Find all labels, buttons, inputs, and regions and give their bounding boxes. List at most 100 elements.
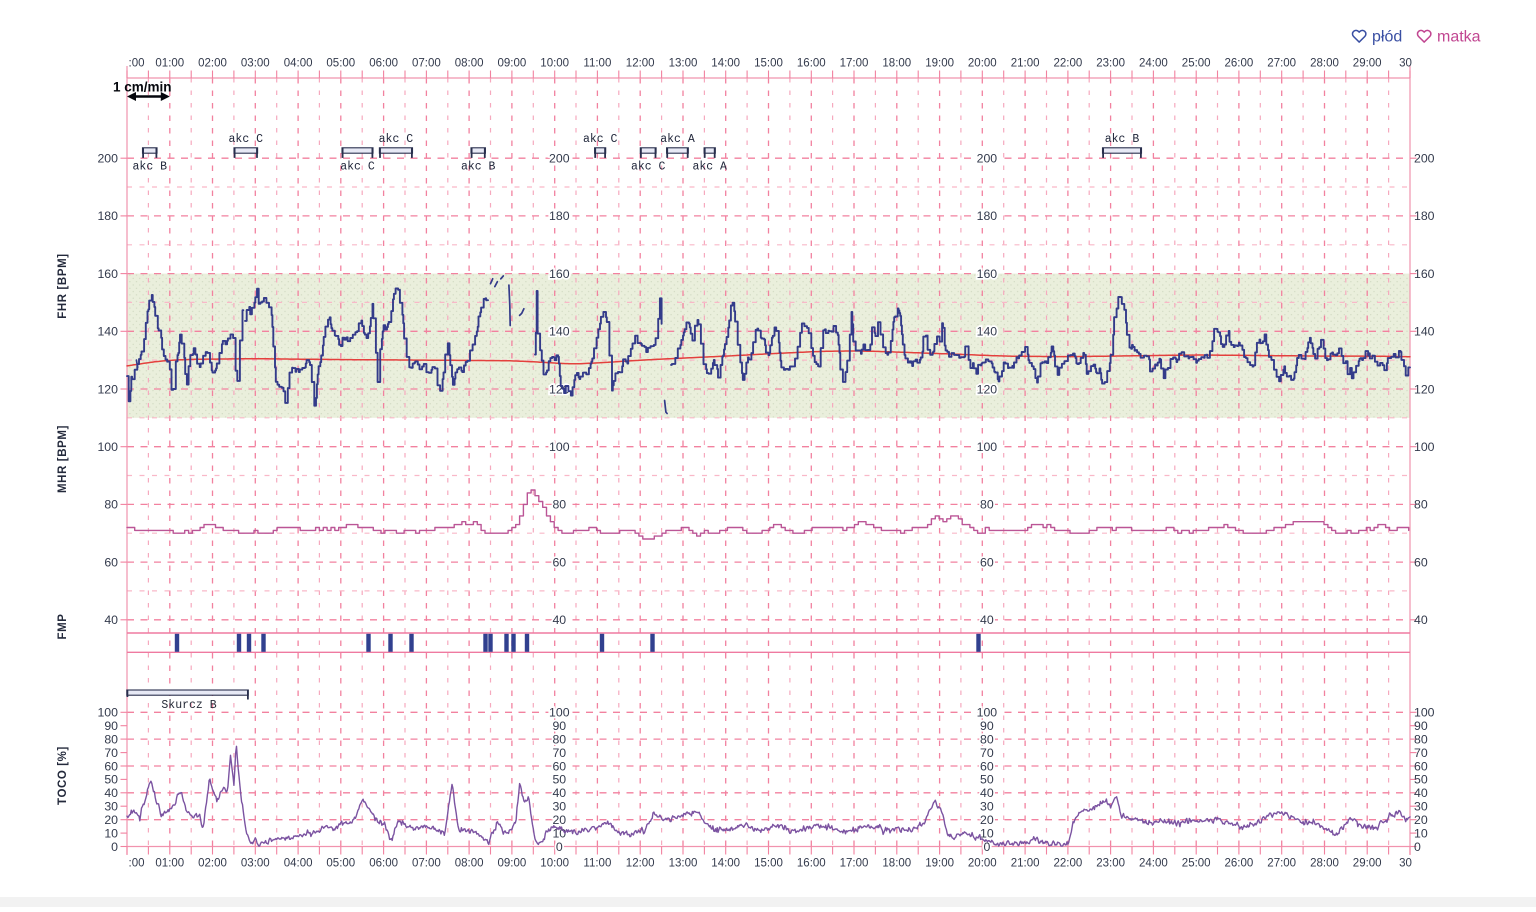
- svg-text:MHR [BPM]: MHR [BPM]: [57, 425, 69, 493]
- svg-text:akc C: akc C: [379, 133, 414, 146]
- svg-text:12:00: 12:00: [626, 58, 655, 70]
- svg-text:60: 60: [1414, 555, 1428, 569]
- svg-text:05:00: 05:00: [326, 858, 355, 870]
- svg-text:40: 40: [552, 786, 566, 800]
- svg-text:0: 0: [1414, 840, 1421, 854]
- svg-text:60: 60: [104, 759, 118, 773]
- svg-text:płód: płód: [1372, 29, 1402, 46]
- svg-text:21:00: 21:00: [1011, 58, 1040, 70]
- svg-text:50: 50: [980, 773, 994, 787]
- svg-text:01:00: 01:00: [155, 58, 184, 70]
- svg-text:160: 160: [97, 267, 118, 281]
- svg-text:04:00: 04:00: [284, 858, 313, 870]
- svg-text:0: 0: [111, 840, 118, 854]
- svg-text:60: 60: [1414, 759, 1428, 773]
- svg-text:80: 80: [104, 732, 118, 746]
- svg-text:180: 180: [549, 209, 570, 223]
- svg-text:0: 0: [983, 840, 990, 854]
- svg-text:11:00: 11:00: [583, 58, 611, 70]
- svg-text:14:00: 14:00: [711, 58, 740, 70]
- svg-text:70: 70: [980, 746, 994, 760]
- svg-text:200: 200: [977, 152, 998, 166]
- svg-text:40: 40: [980, 613, 994, 627]
- svg-text:1 cm/min: 1 cm/min: [113, 80, 172, 95]
- svg-text:28:00: 28:00: [1310, 858, 1339, 870]
- svg-text:13:00: 13:00: [669, 858, 698, 870]
- svg-text:80: 80: [980, 732, 994, 746]
- svg-text:21:00: 21:00: [1011, 858, 1040, 870]
- svg-text:40: 40: [1414, 786, 1428, 800]
- svg-text:29:00: 29:00: [1353, 58, 1382, 70]
- svg-text:FHR [BPM]: FHR [BPM]: [57, 253, 69, 318]
- svg-text:140: 140: [977, 325, 998, 339]
- svg-text:07:00: 07:00: [412, 58, 441, 70]
- svg-text:70: 70: [1414, 746, 1428, 760]
- svg-text:27:00: 27:00: [1267, 58, 1296, 70]
- svg-text:01:00: 01:00: [155, 858, 184, 870]
- svg-text:30: 30: [1399, 58, 1412, 70]
- svg-text:80: 80: [552, 732, 566, 746]
- svg-text:30: 30: [104, 800, 118, 814]
- svg-text:20: 20: [104, 813, 118, 827]
- svg-text:akc A: akc A: [692, 160, 727, 173]
- svg-text:15:00: 15:00: [754, 858, 783, 870]
- svg-text:100: 100: [97, 706, 118, 720]
- svg-text:180: 180: [97, 209, 118, 223]
- svg-text:akc B: akc B: [133, 160, 168, 173]
- svg-text:140: 140: [97, 325, 118, 339]
- svg-text:24:00: 24:00: [1139, 858, 1168, 870]
- svg-text:60: 60: [980, 759, 994, 773]
- svg-text:120: 120: [1414, 382, 1435, 396]
- svg-text:20:00: 20:00: [968, 58, 997, 70]
- svg-text:60: 60: [552, 759, 566, 773]
- svg-text:100: 100: [97, 440, 118, 454]
- svg-text:90: 90: [552, 719, 566, 733]
- svg-text:04:00: 04:00: [284, 58, 313, 70]
- svg-text:30: 30: [1399, 858, 1412, 870]
- svg-text:akc C: akc C: [340, 160, 375, 173]
- svg-text:10: 10: [1414, 826, 1428, 840]
- svg-text:akc B: akc B: [461, 160, 496, 173]
- svg-text:140: 140: [1414, 325, 1435, 339]
- svg-text:24:00: 24:00: [1139, 58, 1168, 70]
- svg-text:08:00: 08:00: [455, 58, 484, 70]
- svg-text:26:00: 26:00: [1225, 58, 1254, 70]
- svg-text:09:00: 09:00: [498, 858, 527, 870]
- svg-text:200: 200: [549, 152, 570, 166]
- svg-text:100: 100: [977, 706, 998, 720]
- svg-text:50: 50: [552, 773, 566, 787]
- svg-text:12:00: 12:00: [626, 858, 655, 870]
- svg-text:FMP: FMP: [57, 613, 69, 639]
- svg-text:90: 90: [980, 719, 994, 733]
- svg-text:14:00: 14:00: [711, 858, 740, 870]
- svg-text:60: 60: [552, 555, 566, 569]
- svg-text:13:00: 13:00: [669, 58, 698, 70]
- svg-text:akc A: akc A: [660, 133, 695, 146]
- svg-text:200: 200: [1414, 152, 1435, 166]
- svg-text:15:00: 15:00: [754, 58, 783, 70]
- svg-text:60: 60: [104, 555, 118, 569]
- svg-text:19:00: 19:00: [925, 58, 954, 70]
- svg-text:50: 50: [104, 773, 118, 787]
- svg-text:10:00: 10:00: [540, 58, 569, 70]
- svg-text:06:00: 06:00: [369, 858, 398, 870]
- svg-text:TOCO [%]: TOCO [%]: [57, 746, 69, 805]
- svg-text:90: 90: [104, 719, 118, 733]
- svg-text:02:00: 02:00: [198, 858, 227, 870]
- svg-text:07:00: 07:00: [412, 858, 441, 870]
- svg-text::00: :00: [129, 858, 145, 870]
- svg-text:100: 100: [1414, 706, 1435, 720]
- svg-text:180: 180: [1414, 209, 1435, 223]
- svg-text:18:00: 18:00: [882, 858, 911, 870]
- svg-text:03:00: 03:00: [241, 858, 270, 870]
- svg-text:40: 40: [104, 786, 118, 800]
- svg-text:30: 30: [552, 800, 566, 814]
- svg-text:80: 80: [980, 498, 994, 512]
- svg-text:120: 120: [977, 382, 998, 396]
- svg-text:Skurcz B: Skurcz B: [161, 699, 216, 712]
- svg-text:30: 30: [1414, 800, 1428, 814]
- svg-text:22:00: 22:00: [1054, 58, 1083, 70]
- svg-text:17:00: 17:00: [840, 858, 869, 870]
- svg-text:200: 200: [97, 152, 118, 166]
- svg-text:80: 80: [1414, 732, 1428, 746]
